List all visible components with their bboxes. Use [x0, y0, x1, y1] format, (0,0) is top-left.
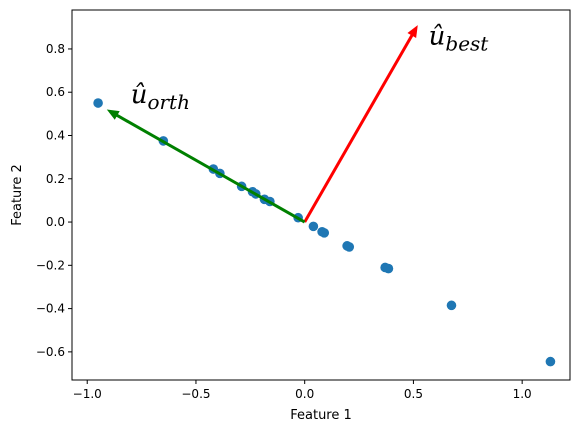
y-tick-label: 0.4	[46, 128, 65, 142]
data-point	[308, 221, 319, 232]
y-tick-label: −0.2	[36, 258, 65, 272]
x-axis-label: Feature 1	[290, 408, 352, 423]
data-point	[93, 98, 103, 108]
vector-orth-shaft	[114, 113, 306, 224]
vector-label-subscript: best	[445, 32, 489, 56]
y-tick-label: 0.2	[46, 172, 65, 186]
vector-best	[303, 25, 418, 223]
data-point	[344, 242, 355, 252]
data-point	[383, 263, 394, 274]
x-tick-label: 0.0	[295, 387, 314, 401]
vector-label-base: û	[131, 80, 148, 110]
x-tick-label: −1.0	[73, 387, 102, 401]
y-ticks: −0.6 −0.4 −0.2 0.0 0.2 0.4 0.6 0.8	[36, 42, 72, 359]
data-point	[319, 228, 330, 238]
vector-best-label: ûbest	[429, 22, 490, 56]
y-axis-label: Feature 2	[10, 164, 25, 226]
vector-orth-label: ûorth	[131, 80, 190, 114]
x-tick-label: −0.5	[181, 387, 210, 401]
vectors-layer	[106, 25, 418, 224]
vector-best-head	[407, 25, 418, 39]
vector-best-shaft	[303, 33, 415, 223]
y-tick-label: 0.8	[46, 42, 65, 56]
y-tick-label: 0.6	[46, 85, 65, 99]
vector-label-base: û	[429, 22, 446, 52]
x-tick-label: 0.5	[404, 387, 423, 401]
y-tick-label: −0.4	[36, 302, 65, 316]
data-point	[446, 300, 457, 311]
points-layer	[93, 98, 556, 367]
y-tick-label: −0.6	[36, 345, 65, 359]
plot-frame	[71, 9, 571, 381]
vector-orth-head	[106, 109, 120, 120]
x-ticks: −1.0 −0.5 0.0 0.5 1.0	[73, 380, 532, 401]
y-tick-label: 0.0	[46, 215, 65, 229]
vector-orth	[106, 109, 306, 224]
data-point	[545, 356, 556, 367]
vector-label-subscript: orth	[147, 90, 190, 114]
x-tick-label: 1.0	[513, 387, 532, 401]
